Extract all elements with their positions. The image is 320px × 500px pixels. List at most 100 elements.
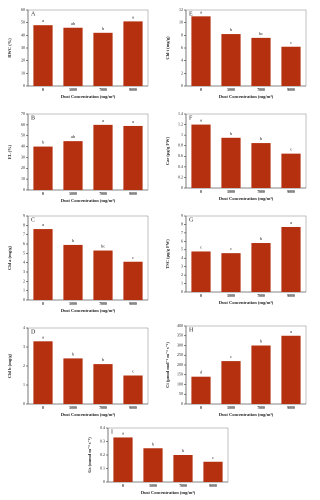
bar bbox=[113, 437, 133, 482]
bar bbox=[203, 461, 223, 482]
x-tick-label: 9000 bbox=[287, 406, 295, 410]
significance-letter: a bbox=[290, 220, 292, 225]
bar bbox=[221, 34, 241, 86]
y-tick-label: 70 bbox=[21, 111, 25, 116]
y-tick-label: 10 bbox=[179, 20, 183, 25]
y-tick-label: 3 bbox=[181, 264, 183, 269]
x-tick-label: 9000 bbox=[209, 484, 217, 488]
x-axis-label: Dust Concentration (mg/m³) bbox=[219, 412, 274, 417]
y-tick-label: 3 bbox=[23, 344, 25, 349]
x-tick-label: 0 bbox=[42, 192, 44, 196]
bar bbox=[123, 125, 143, 190]
bar bbox=[191, 251, 211, 292]
bar bbox=[33, 146, 53, 190]
bar bbox=[63, 244, 83, 300]
bar bbox=[143, 448, 163, 482]
bar bbox=[221, 137, 241, 188]
bar bbox=[221, 253, 241, 292]
x-tick-label: 9000 bbox=[287, 190, 295, 194]
y-tick-label: 2 bbox=[23, 278, 25, 283]
y-tick-label: 0.6 bbox=[178, 153, 183, 158]
y-tick-label: 0.8 bbox=[178, 143, 183, 148]
y-axis-label: Ci (µmol mol⁻¹ m⁻² s⁻¹) bbox=[165, 342, 170, 388]
x-axis-label: Dust Concentration (mg/m³) bbox=[61, 412, 116, 417]
x-tick-label: 5000 bbox=[69, 406, 77, 410]
significance-letter: c bbox=[230, 246, 232, 251]
x-tick-label: 5000 bbox=[69, 192, 77, 196]
x-tick-label: 0 bbox=[200, 406, 202, 410]
bar bbox=[191, 124, 211, 188]
y-tick-label: 0.2 bbox=[178, 174, 183, 179]
y-tick-label: 8 bbox=[23, 222, 25, 227]
y-tick-label: 40 bbox=[21, 32, 25, 37]
y-tick-label: 100 bbox=[177, 381, 183, 386]
significance-letter: bc bbox=[259, 31, 263, 36]
x-tick-label: 7000 bbox=[99, 88, 107, 92]
y-tick-label: 1 bbox=[23, 382, 25, 387]
y-tick-label: 50 bbox=[179, 391, 183, 396]
y-tick-label: 4 bbox=[181, 58, 183, 63]
significance-letter: a bbox=[132, 14, 134, 19]
y-axis-label: RWC (%) bbox=[7, 38, 12, 58]
significance-letter: a bbox=[200, 118, 202, 123]
y-tick-label: 60 bbox=[21, 122, 25, 127]
y-tick-label: 0.4 bbox=[100, 425, 105, 430]
x-tick-label: 7000 bbox=[99, 192, 107, 196]
y-tick-label: 400 bbox=[177, 323, 183, 328]
x-tick-label: 9000 bbox=[129, 192, 137, 196]
y-tick-label: 40 bbox=[21, 143, 25, 148]
x-tick-label: 0 bbox=[42, 406, 44, 410]
y-tick-label: 0 bbox=[23, 83, 25, 88]
panel-label: C bbox=[31, 217, 35, 223]
bar bbox=[123, 375, 143, 404]
x-tick-label: 5000 bbox=[227, 406, 235, 410]
x-tick-label: 7000 bbox=[257, 88, 265, 92]
y-tick-label: 0 bbox=[181, 185, 183, 190]
bar bbox=[281, 335, 301, 404]
significance-letter: bc bbox=[101, 244, 105, 249]
x-tick-label: 0 bbox=[200, 88, 202, 92]
x-tick-label: 5000 bbox=[149, 484, 157, 488]
significance-letter: d bbox=[200, 370, 203, 375]
x-axis-label: Dust Concentration (mg/m³) bbox=[141, 490, 196, 495]
significance-letter: b bbox=[230, 131, 233, 136]
y-tick-label: 8 bbox=[181, 221, 183, 226]
bar bbox=[123, 21, 143, 86]
panel-label: G bbox=[189, 217, 194, 223]
significance-letter: a bbox=[122, 430, 124, 435]
y-tick-label: 10 bbox=[21, 70, 25, 75]
y-tick-label: 0 bbox=[181, 83, 183, 88]
y-tick-label: 30 bbox=[21, 45, 25, 50]
significance-letter: a bbox=[42, 222, 44, 227]
significance-letter: c bbox=[132, 255, 134, 260]
significance-letter: b bbox=[260, 136, 263, 141]
panel-label: F bbox=[189, 115, 193, 121]
x-tick-label: 7000 bbox=[99, 302, 107, 306]
significance-letter: c bbox=[212, 455, 214, 460]
significance-letter: a bbox=[132, 119, 134, 124]
plot-frame bbox=[27, 215, 149, 301]
bar bbox=[93, 32, 113, 86]
x-tick-label: 7000 bbox=[257, 406, 265, 410]
significance-letter: c bbox=[230, 354, 232, 359]
panel-label: A bbox=[31, 11, 36, 17]
bar bbox=[173, 455, 193, 482]
y-tick-label: 0 bbox=[103, 479, 105, 484]
y-tick-label: 9 bbox=[181, 213, 183, 218]
bar bbox=[281, 226, 301, 292]
significance-letter: b bbox=[260, 236, 263, 241]
y-tick-label: 4 bbox=[23, 325, 25, 330]
y-axis-label: Gs (mmol m⁻² s⁻¹) bbox=[87, 437, 92, 473]
x-tick-label: 0 bbox=[42, 302, 44, 306]
bar bbox=[33, 341, 53, 404]
x-tick-label: 5000 bbox=[227, 294, 235, 298]
bar bbox=[251, 37, 271, 86]
bar bbox=[63, 358, 83, 404]
significance-letter: b bbox=[42, 140, 45, 145]
panel-label: D bbox=[31, 329, 36, 335]
significance-letter: ab bbox=[71, 134, 76, 139]
y-tick-label: 0 bbox=[23, 297, 25, 302]
x-tick-label: 5000 bbox=[227, 190, 235, 194]
x-tick-label: 7000 bbox=[99, 406, 107, 410]
